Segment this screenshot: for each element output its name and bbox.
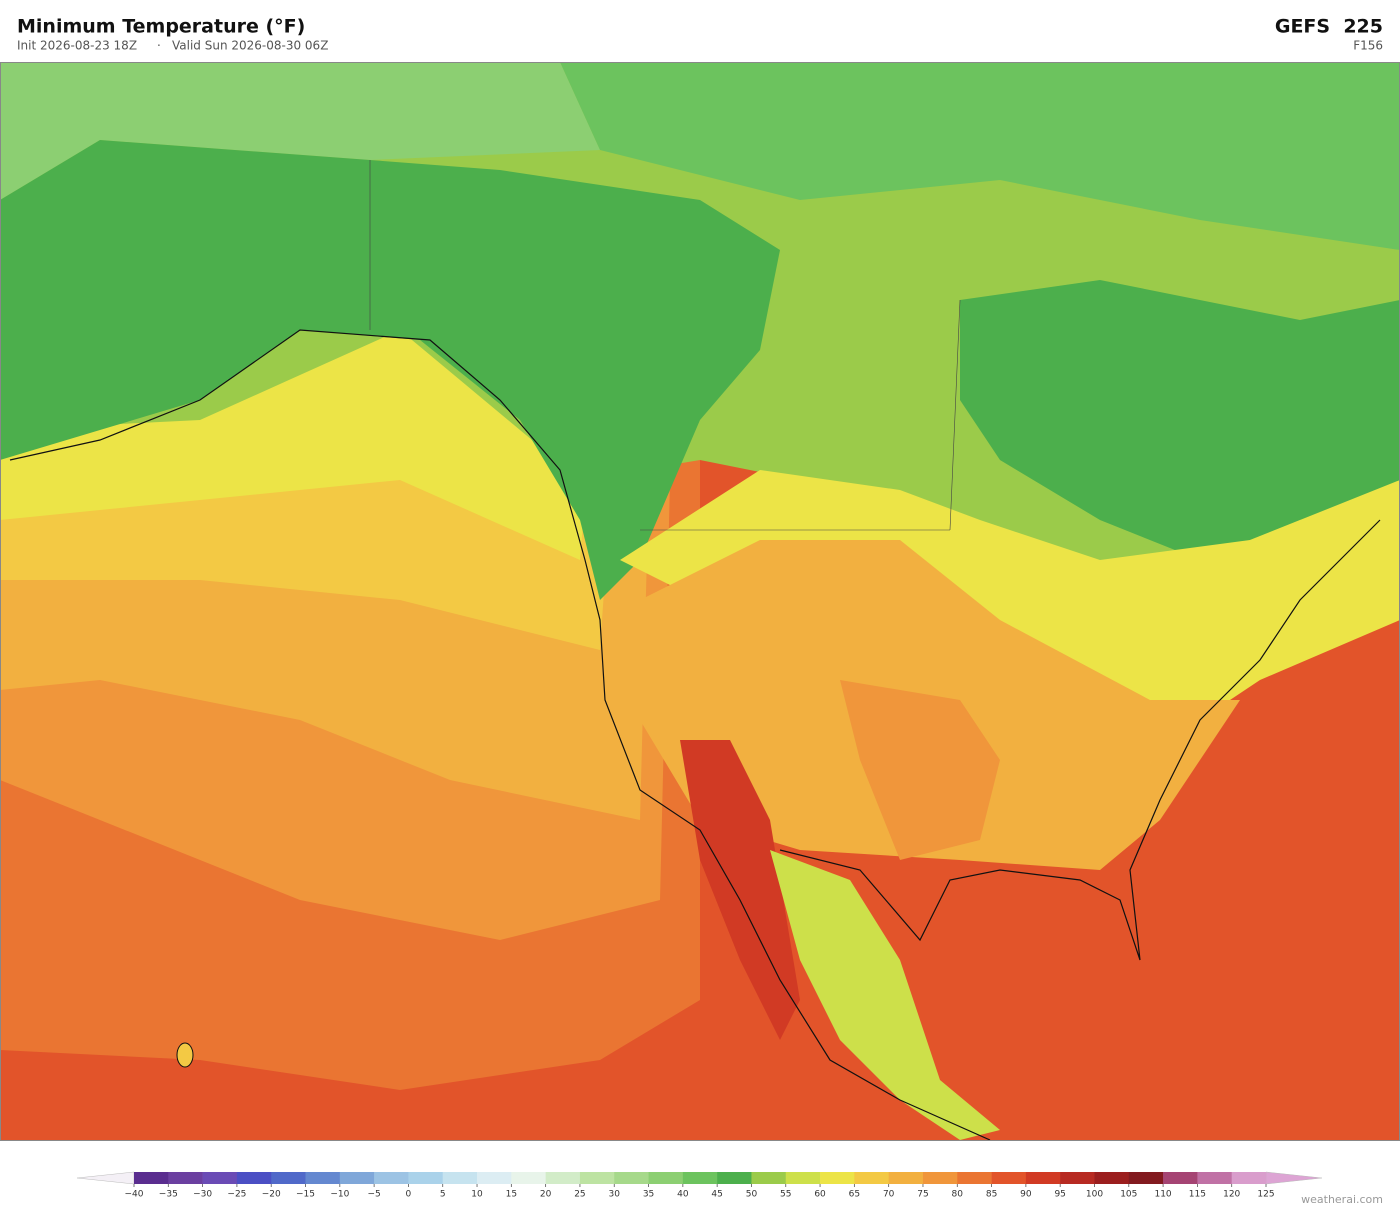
colorbar-tick-label: 5 [440,1190,446,1200]
colorbar-tick-label: −15 [296,1190,315,1200]
separator: · [157,39,161,53]
colorbar-tick-label: 0 [406,1190,412,1200]
field [620,470,1400,720]
colorbar-tick-label: −20 [262,1190,281,1200]
island [176,1042,194,1068]
colorbar-segment [820,1172,855,1184]
field [0,62,600,200]
colorbar-tick-label: −5 [367,1190,380,1200]
colorbar-segment [545,1172,581,1184]
colorbar-segment [785,1172,821,1184]
colorbar-segment [1060,1172,1095,1184]
colorbar-segment [442,1172,478,1184]
colorbar-tick-label: 50 [746,1190,758,1200]
colorbar-tick-label: −35 [159,1190,178,1200]
colorbar-segment [682,1172,718,1184]
colorbar-tick-label: 55 [780,1190,791,1200]
colorbar-tick-label: 85 [986,1190,997,1200]
colorbar-segment [1025,1172,1061,1184]
watermark: weatherai.com [1301,1193,1383,1206]
colorbar-segment [751,1172,787,1184]
colorbar-tick-label: 80 [952,1190,964,1200]
colorbar-segment [511,1172,546,1184]
colorbar-over [1265,1171,1323,1185]
coastline [9,329,1381,1140]
colorbar-tick-label: 110 [1154,1190,1171,1200]
colorbar-segment [888,1172,924,1184]
colorbar-segment [957,1172,992,1184]
colorbar-segment [1231,1172,1267,1184]
colorbar-tick-label: 125 [1257,1190,1274,1200]
colorbar-segment [271,1172,306,1184]
colorbar-tick-label: 95 [1054,1190,1065,1200]
colorbar-segment [579,1172,615,1184]
colorbar-segment [477,1172,512,1184]
colorbar-tick-label: 70 [883,1190,895,1200]
colorbar-tick-label: 90 [1020,1190,1032,1200]
colorbar-segment [168,1172,203,1184]
field [960,280,1400,560]
colorbar-tick-label: 105 [1120,1190,1137,1200]
field [770,850,1000,1140]
colorbar-segment [202,1172,238,1184]
colorbar-segment [1094,1172,1130,1184]
colorbar-segment [1128,1172,1164,1184]
forecast-hour: F156 [1353,39,1383,53]
colorbar-segment [991,1172,1027,1184]
colorbar-segment [648,1172,684,1184]
colorbar-tick-label: 25 [574,1190,585,1200]
border [369,160,961,531]
valid-time: Valid Sun 2026-08-30 06Z [172,39,328,53]
init-time: Init 2026-08-23 18Z [17,39,137,53]
colorbar-tick-label: 40 [677,1190,689,1200]
title: Minimum Temperature (°F) [17,16,305,38]
colorbar-under [76,1171,135,1185]
colorbar-segment [408,1172,444,1184]
colorbar-segment [922,1172,958,1184]
colorbar-segment [1163,1172,1198,1184]
map [0,62,1400,1141]
colorbar-segment [614,1172,649,1184]
field [560,62,1400,250]
colorbar-tick-label: 100 [1086,1190,1103,1200]
colorbar-tick-label: −25 [227,1190,246,1200]
colorbar-segment [339,1172,375,1184]
colorbar-tick-label: 45 [711,1190,722,1200]
colorbar-segment [134,1172,169,1184]
colorbar-segment [717,1172,752,1184]
model: GEFS 225 [1275,16,1383,38]
colorbar-tick-label: 30 [609,1190,621,1200]
colorbar-segment [374,1172,409,1184]
colorbar-segment [236,1172,272,1184]
field [0,140,780,600]
colorbar-tick-label: 75 [917,1190,928,1200]
colorbar-tick-label: 35 [643,1190,654,1200]
colorbar-segment [1197,1172,1232,1184]
colorbar-segment [854,1172,889,1184]
colorbar-tick-label: −10 [330,1190,349,1200]
colorbar-tick-label: 115 [1189,1190,1206,1200]
colorbar: −40 −35 −30 −25 −20 −15 −10 −5 0 5 10 15 20 25 30 35 40 4… [76,1171,1323,1200]
colorbar-tick-label: 10 [471,1190,483,1200]
colorbar-tick-label: 60 [814,1190,826,1200]
colorbar-segment [305,1172,341,1184]
colorbar-tick-label: −40 [125,1190,144,1200]
field [840,680,1000,860]
field [680,740,800,1040]
colorbar-tick-label: 120 [1223,1190,1240,1200]
colorbar-tick-label: 65 [849,1190,860,1200]
colorbar-tick-label: −30 [193,1190,212,1200]
colorbar-tick-label: 20 [540,1190,552,1200]
colorbar-tick-label: 15 [506,1190,517,1200]
